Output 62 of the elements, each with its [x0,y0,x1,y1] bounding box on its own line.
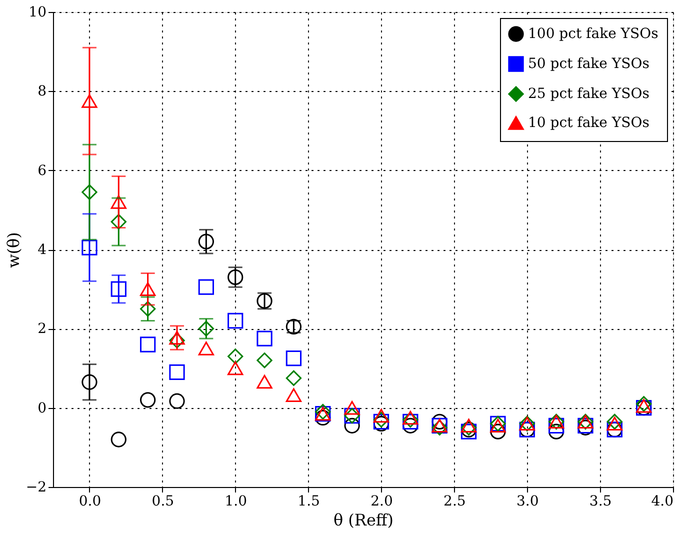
legend-label: 100 pct fake YSOs [528,26,658,42]
point [169,330,185,345]
point [82,240,98,256]
point [606,414,622,430]
x-tick-label: 2.0 [370,494,393,510]
point [286,370,302,386]
point [548,418,564,434]
point [198,342,214,356]
point [228,361,244,376]
point [110,195,126,209]
point [286,350,302,366]
point [140,282,156,296]
x-tick-label: 0.5 [152,494,174,510]
point [548,424,564,440]
point [169,393,185,409]
y-axis-title: w(θ) [4,232,23,268]
point [490,418,506,433]
point [169,332,185,348]
point [110,281,126,297]
point [82,94,98,108]
point [256,352,272,368]
point [402,410,418,425]
legend-label: 25 pct fake YSOs [528,86,650,102]
point [198,234,214,250]
point [228,312,244,329]
point [344,418,360,434]
x-tick-label: 1.0 [224,494,247,510]
x-axis-title: θ (Reff) [333,510,394,530]
point [373,408,390,423]
point [110,432,126,448]
x-tick-label: 4.0 [651,494,674,510]
y-tick-label: −2 [26,480,46,496]
x-tick-label: 3.5 [589,494,612,510]
y-tick-label: 10 [28,4,46,20]
point [344,400,360,415]
point [82,374,98,390]
point [256,374,272,389]
y-tick-label: 2 [38,321,46,338]
point [169,364,185,380]
y-tick-label: 6 [38,162,47,179]
point [606,416,622,431]
point [140,392,156,408]
point [286,388,302,402]
y-tick-label: 4 [38,242,47,258]
point [228,348,244,364]
point [432,414,448,430]
legend-label: 10 pct fake YSOs [528,115,650,131]
x-tick-label: 1.5 [298,494,320,510]
point [140,301,156,317]
point [490,424,506,440]
point [198,279,214,295]
x-tick-label: 3.0 [516,494,539,510]
legend-label: 50 pct fake YSOs [528,56,650,72]
point [198,320,214,336]
point [82,184,98,200]
point [256,330,272,346]
point [110,214,126,230]
y-tick-label: 8 [38,84,46,100]
point [140,336,156,352]
y-tick-label: 0 [38,400,46,416]
x-tick-label: 2.5 [444,494,466,510]
x-tick-label: 0.0 [78,494,102,510]
